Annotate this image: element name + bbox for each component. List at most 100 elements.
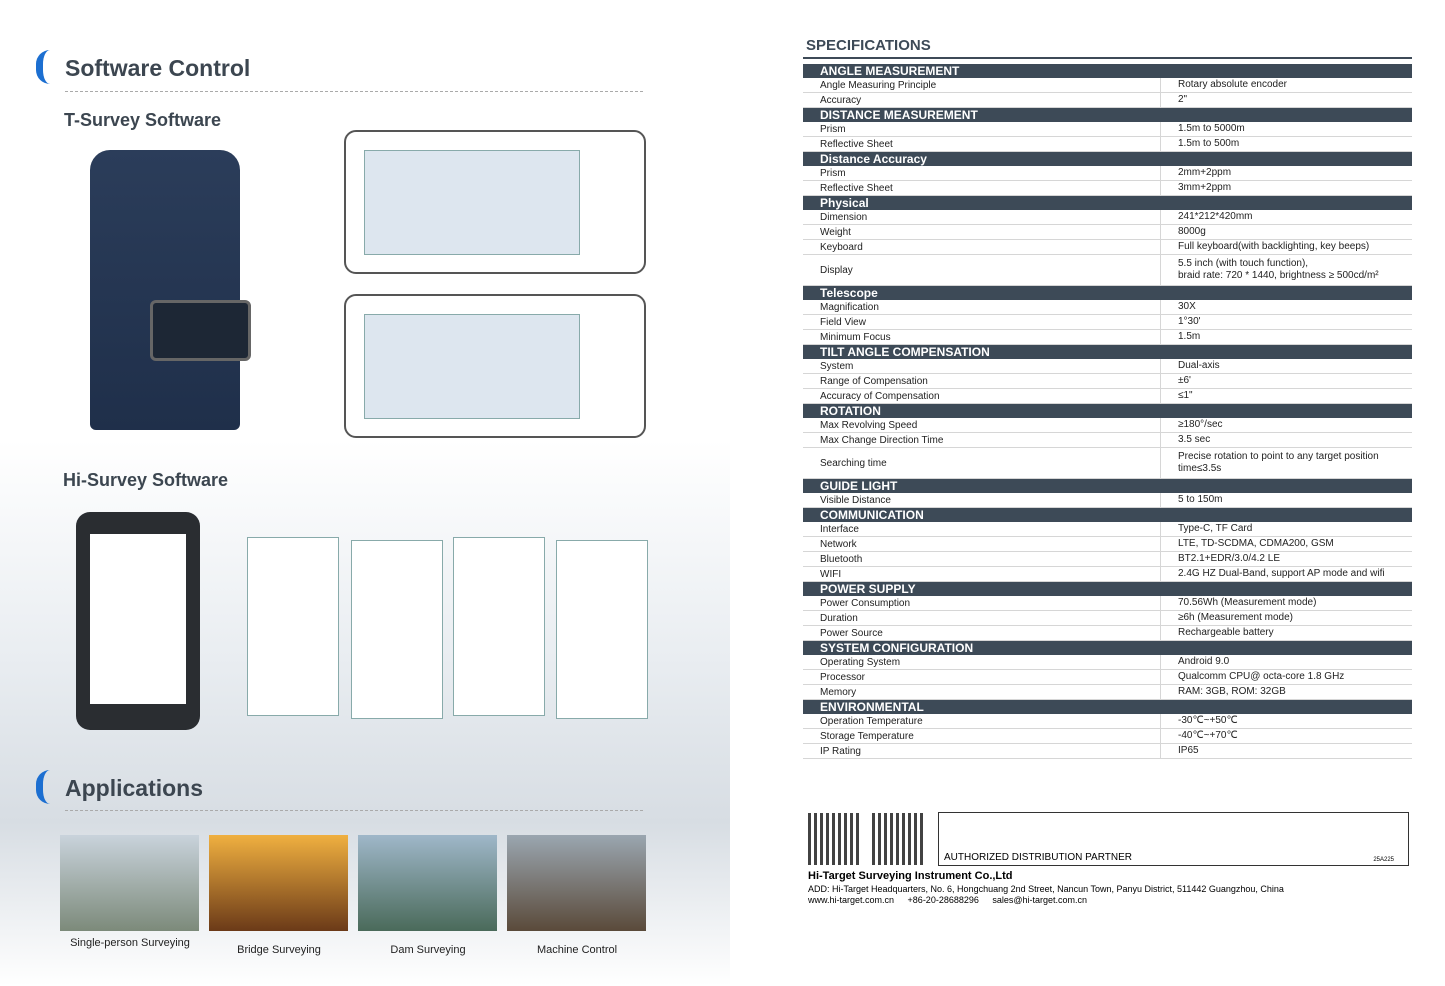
application-caption: Single-person Surveying	[70, 937, 190, 949]
group-header: ANGLE MEASUREMENT	[803, 64, 1412, 78]
group-header: DISTANCE MEASUREMENT	[803, 108, 1412, 122]
instrument-image	[90, 150, 240, 430]
spec-key: Duration	[803, 611, 1161, 625]
spec-value: 3.5 sec	[1178, 434, 1211, 445]
spec-row: Minimum Focus 1.5m	[803, 330, 1412, 345]
spec-row: Magnification 30X	[803, 300, 1412, 315]
code: 25A225	[1373, 857, 1394, 863]
application-photo	[507, 835, 646, 931]
group-header: GUIDE LIGHT	[803, 479, 1412, 493]
spec-row: Searching time Precise rotation to point …	[803, 448, 1412, 479]
spec-row: Angle Measuring Principle Rotary absolute…	[803, 78, 1412, 93]
spec-row: Max Change Direction Time 3.5 sec	[803, 433, 1412, 448]
spec-row: Field View 1°30'	[803, 315, 1412, 330]
spec-key: Minimum Focus	[803, 330, 1161, 344]
spec-key: Bluetooth	[803, 552, 1161, 566]
spec-key: Visible Distance	[803, 493, 1161, 507]
spec-value: Dual-axis	[1178, 360, 1220, 371]
group-header: Physical	[803, 196, 1412, 210]
group-header: TILT ANGLE COMPENSATION	[803, 345, 1412, 359]
spec-key: Prism	[803, 166, 1161, 180]
spec-row: Visible Distance 5 to 150m	[803, 493, 1412, 508]
section-mark	[36, 50, 57, 84]
screen-frame	[344, 294, 646, 438]
group-header: ENVIRONMENTAL	[803, 700, 1412, 714]
partner-box: AUTHORIZED DISTRIBUTION PARTNER 25A225	[938, 812, 1409, 866]
web: www.hi-target.com.cn	[808, 895, 895, 905]
spec-key: Reflective Sheet	[803, 137, 1161, 151]
spec-value: Android 9.0	[1178, 656, 1230, 667]
spec-key: Memory	[803, 685, 1161, 699]
phone: +86-20-28688296	[907, 895, 979, 905]
application-caption: Machine Control	[536, 944, 618, 956]
application-caption: Dam Surveying	[390, 944, 466, 956]
spec-key: Interface	[803, 522, 1161, 536]
screen-frame	[344, 130, 646, 274]
spec-value: Qualcomm CPU@ octa-core 1.8 GHz	[1178, 671, 1345, 682]
subtitle: T-Survey Software	[64, 110, 222, 130]
spec-value: ≥180°/sec	[1178, 419, 1223, 430]
spec-key: Angle Measuring Principle	[803, 78, 1161, 92]
spec-row: IP Rating IP65	[803, 744, 1412, 759]
contacts: www.hi-target.com.cn +86-20-28688296 sal…	[808, 895, 1087, 905]
spec-key: IP Rating	[803, 744, 1161, 758]
spec-value: ±6'	[1178, 375, 1191, 386]
spec-row: Accuracy 2"	[803, 93, 1412, 108]
spec-row: Operation Temperature -30℃~+50℃	[803, 714, 1412, 729]
spec-value: 5 to 150m	[1178, 494, 1223, 505]
spec-key: Accuracy of Compensation	[803, 389, 1161, 403]
spec-value: ≤1"	[1178, 390, 1193, 401]
spec-row: Operating System Android 9.0	[803, 655, 1412, 670]
company: Hi-Target Surveying Instrument Co.,Ltd	[808, 870, 1013, 882]
spec-row: Memory RAM: 3GB, ROM: 32GB	[803, 685, 1412, 700]
spec-key: Weight	[803, 225, 1161, 239]
spec-value: 8000g	[1178, 226, 1206, 237]
spec-row: Dimension 241*212*420mm	[803, 210, 1412, 225]
spec-key: Reflective Sheet	[803, 181, 1161, 195]
spec-key: WIFI	[803, 567, 1161, 581]
subtitle: Hi-Survey Software	[63, 470, 229, 490]
section-title: Software Control	[65, 55, 251, 81]
spec-row: Duration ≥6h (Measurement mode)	[803, 611, 1412, 626]
spec-row: System Dual-axis	[803, 359, 1412, 374]
instrument-screen	[150, 300, 251, 361]
spec-row: Storage Temperature -40℃~+70℃	[803, 729, 1412, 744]
spec-row: Reflective Sheet 1.5m to 500m	[803, 137, 1412, 152]
app-screen	[556, 540, 648, 719]
spec-key: Power Source	[803, 626, 1161, 640]
spec-row: Prism 1.5m to 5000m	[803, 122, 1412, 137]
spec-key: Max Change Direction Time	[803, 433, 1161, 447]
address: ADD: Hi-Target Headquarters, No. 6, Hong…	[808, 884, 1284, 894]
spec-value: 70.56Wh (Measurement mode)	[1178, 597, 1317, 608]
spec-value: 30X	[1178, 301, 1196, 312]
spec-key: Keyboard	[803, 240, 1161, 254]
spec-row: Range of Compensation ±6'	[803, 374, 1412, 389]
spec-value: Rotary absolute encoder	[1178, 79, 1287, 90]
spec-row: Processor Qualcomm CPU@ octa-core 1.8 GHz	[803, 670, 1412, 685]
rule	[65, 810, 643, 811]
spec-row: Max Revolving Speed ≥180°/sec	[803, 418, 1412, 433]
spec-row: Keyboard Full keyboard(with backlighting,…	[803, 240, 1412, 255]
spec-row: Display 5.5 inch (with touch function), b…	[803, 255, 1412, 286]
spec-value: IP65	[1178, 745, 1199, 756]
spec-key: Power Consumption	[803, 596, 1161, 610]
spec-row: Reflective Sheet 3mm+2ppm	[803, 181, 1412, 196]
specs-title: SPECIFICATIONS	[806, 37, 931, 54]
spec-value: 1.5m	[1178, 331, 1201, 342]
section-title: Applications	[65, 775, 204, 801]
spec-value: Rechargeable battery	[1178, 627, 1274, 638]
spec-row: Power Source Rechargeable battery	[803, 626, 1412, 641]
spec-value: 241*212*420mm	[1178, 211, 1253, 222]
spec-key: Field View	[803, 315, 1161, 329]
section-mark	[36, 770, 57, 804]
spec-key: Storage Temperature	[803, 729, 1161, 743]
spec-value: Full keyboard(with backlighting, key bee…	[1178, 241, 1370, 252]
spec-key: Network	[803, 537, 1161, 551]
app-screen	[351, 540, 443, 719]
spec-value: LTE, TD-SCDMA, CDMA200, GSM	[1178, 538, 1334, 549]
spec-value: Precise rotation to point to any target …	[1178, 451, 1379, 474]
spec-row: Network LTE, TD-SCDMA, CDMA200, GSM	[803, 537, 1412, 552]
spec-value: -30℃~+50℃	[1178, 715, 1238, 726]
spec-key: Searching time	[803, 448, 1161, 478]
